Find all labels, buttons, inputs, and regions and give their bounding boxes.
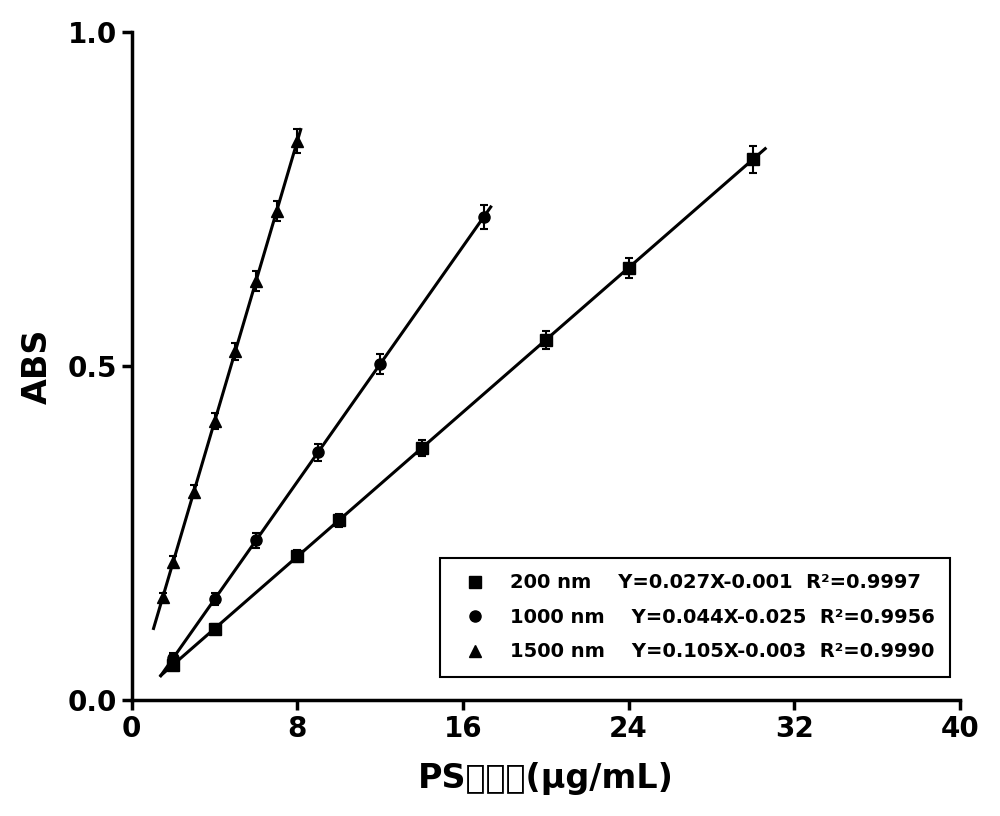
Y-axis label: ABS: ABS (21, 328, 54, 404)
X-axis label: PS球浓度(μg/mL): PS球浓度(μg/mL) (418, 762, 674, 795)
Legend: 200 nm    Y=0.027X-0.001  R²=0.9997, 1000 nm    Y=0.044X-0.025  R²=0.9956, 1500 : 200 nm Y=0.027X-0.001 R²=0.9997, 1000 nm… (440, 558, 950, 677)
